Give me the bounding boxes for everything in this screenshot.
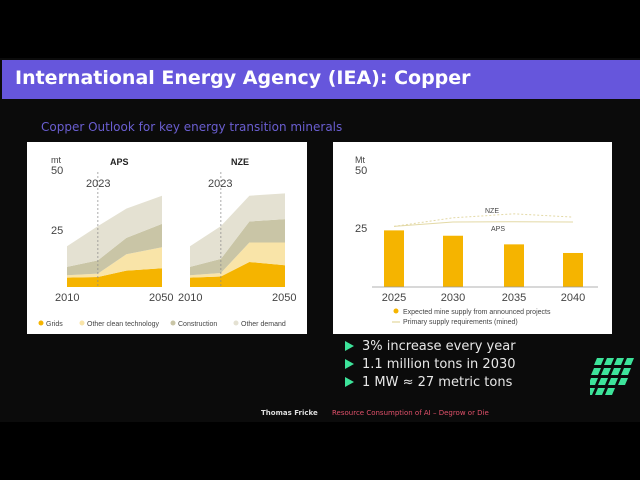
x-tick-2025: 2025 bbox=[382, 292, 406, 304]
bullet-list: 3% increase every year 1.1 million tons … bbox=[345, 337, 516, 391]
legend-swatch-supply bbox=[393, 308, 399, 314]
y-tick-25: 25 bbox=[355, 223, 367, 235]
legend-label-construction: Construction bbox=[178, 321, 217, 328]
bullet-text: 1 MW ≈ 27 metric tons bbox=[362, 374, 513, 390]
slide-title: International Energy Agency (IEA): Coppe… bbox=[15, 67, 471, 89]
line-label-nze: NZE bbox=[485, 208, 499, 215]
legend-swatch-other-demand bbox=[233, 320, 239, 326]
y-tick-50: 50 bbox=[355, 165, 367, 177]
logo-tile bbox=[611, 368, 621, 375]
legend-label-grids: Grids bbox=[46, 321, 63, 328]
y-tick-50: 50 bbox=[51, 165, 63, 177]
green-parallelogram-grid-logo-icon bbox=[590, 358, 634, 395]
footer-author: Thomas Fricke bbox=[261, 409, 318, 417]
x-tick-2030: 2030 bbox=[441, 292, 465, 304]
title-bar: International Energy Agency (IEA): Coppe… bbox=[2, 60, 640, 99]
slide-subtitle: Copper Outlook for key energy transition… bbox=[41, 120, 343, 134]
area-aps-other-clean-technology bbox=[67, 247, 162, 278]
copper-demand-area-chart: mt 50 25 APS NZE 2023 2023 2010 2050 201… bbox=[38, 155, 296, 328]
x-tick-nze-start: 2010 bbox=[178, 292, 202, 304]
bar-2025 bbox=[384, 230, 404, 287]
logo-tile bbox=[590, 378, 598, 385]
legend-label-supply: Expected mine supply from announced proj… bbox=[403, 309, 551, 316]
line-nze bbox=[393, 213, 574, 227]
logo-tile bbox=[591, 368, 601, 375]
copper-supply-bar-chart: Mt 50 25 NZE APS 2025 2030 2035 2040 Expecte… bbox=[355, 155, 598, 326]
bullet-text: 3% increase every year bbox=[362, 338, 516, 354]
legend-label-other-clean-technology: Other clean technology bbox=[87, 321, 159, 328]
marker-year-nze: 2023 bbox=[208, 178, 232, 190]
logo-tile bbox=[605, 388, 615, 395]
line-aps bbox=[393, 221, 574, 227]
triangle-bullet-icon bbox=[345, 359, 354, 369]
logo-tile bbox=[601, 368, 611, 375]
legend-label-other-demand: Other demand bbox=[241, 321, 286, 328]
demand-chart-panel: mt 50 25 APS NZE 2023 2023 2010 2050 201… bbox=[27, 142, 307, 334]
triangle-bullet-icon bbox=[345, 341, 354, 351]
footer-talk-title: Resource Consumption of AI – Degrow or D… bbox=[332, 409, 489, 417]
bullet-text: 1.1 million tons in 2030 bbox=[362, 356, 516, 372]
area-nze-other-clean-technology bbox=[190, 242, 285, 278]
x-tick-aps-end: 2050 bbox=[149, 292, 173, 304]
x-tick-2035: 2035 bbox=[502, 292, 526, 304]
x-tick-2040: 2040 bbox=[561, 292, 585, 304]
bullet-item: 1 MW ≈ 27 metric tons bbox=[345, 373, 516, 391]
logo-tile bbox=[608, 378, 618, 385]
y-axis-unit: mt bbox=[51, 155, 61, 165]
legend-swatch-construction bbox=[170, 320, 176, 326]
y-tick-25: 25 bbox=[51, 225, 63, 237]
area-aps-grids bbox=[67, 268, 162, 287]
bar-2030 bbox=[443, 235, 463, 287]
bullet-item: 1.1 million tons in 2030 bbox=[345, 355, 516, 373]
panel-title-nze: NZE bbox=[231, 157, 249, 167]
marker-year-aps: 2023 bbox=[86, 178, 110, 190]
logo-tile bbox=[594, 358, 604, 365]
area-nze-construction bbox=[190, 219, 285, 276]
logo-tile bbox=[614, 358, 624, 365]
triangle-bullet-icon bbox=[345, 377, 354, 387]
legend-swatch-grids bbox=[38, 320, 44, 326]
logo-tile bbox=[618, 378, 628, 385]
logo-tile bbox=[590, 388, 595, 395]
logo-tile bbox=[621, 368, 631, 375]
line-label-aps: APS bbox=[491, 226, 505, 233]
bar-2035 bbox=[504, 244, 524, 287]
legend-swatch-other-clean-technology bbox=[79, 320, 85, 326]
area-aps-other-demand bbox=[67, 195, 162, 267]
area-nze-other-demand bbox=[190, 193, 285, 267]
supply-chart-panel: Mt 50 25 NZE APS 2025 2030 2035 2040 Expecte… bbox=[333, 142, 612, 334]
logo-tile bbox=[598, 378, 608, 385]
legend-label-requirements: Primary supply requirements (mined) bbox=[403, 319, 518, 326]
bullet-item: 3% increase every year bbox=[345, 337, 516, 355]
x-tick-aps-start: 2010 bbox=[55, 292, 79, 304]
logo-tile bbox=[604, 358, 614, 365]
panel-title-aps: APS bbox=[110, 157, 129, 167]
y-axis-unit: Mt bbox=[355, 155, 365, 165]
logo-tile bbox=[595, 388, 605, 395]
bar-2040 bbox=[563, 252, 583, 287]
logo-tile bbox=[624, 358, 634, 365]
area-aps-construction bbox=[67, 223, 162, 276]
x-tick-nze-end: 2050 bbox=[272, 292, 296, 304]
area-nze-grids bbox=[190, 261, 285, 287]
